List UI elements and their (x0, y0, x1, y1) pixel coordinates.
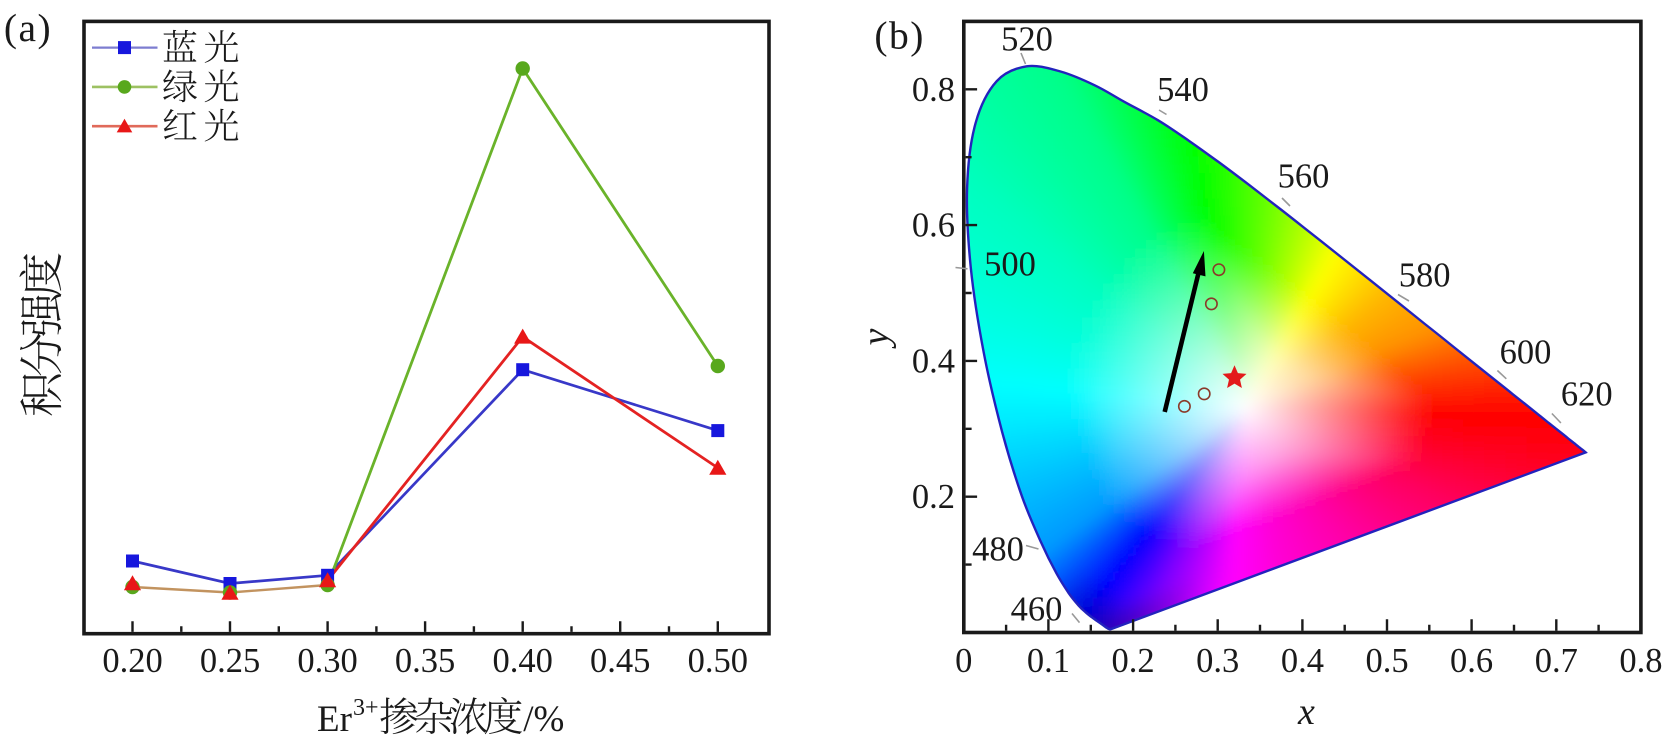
svg-text:0.45: 0.45 (590, 642, 650, 680)
svg-text:0.40: 0.40 (493, 642, 553, 680)
svg-text:560: 560 (1278, 158, 1330, 196)
svg-text:0.8: 0.8 (1619, 642, 1662, 680)
svg-text:520: 520 (1001, 21, 1053, 59)
svg-text:0.7: 0.7 (1535, 642, 1578, 680)
svg-text:0.2: 0.2 (912, 478, 955, 516)
svg-text:0: 0 (955, 642, 972, 680)
svg-text:0.4: 0.4 (1281, 642, 1324, 680)
svg-text:0.6: 0.6 (912, 207, 955, 245)
svg-text:0.6: 0.6 (1450, 642, 1493, 680)
svg-text:580: 580 (1399, 257, 1451, 295)
svg-text:(b): (b) (874, 14, 925, 58)
svg-text:/%: /% (523, 699, 564, 740)
svg-text:0.8: 0.8 (912, 71, 955, 109)
svg-text:(a): (a) (4, 6, 52, 50)
svg-text:620: 620 (1561, 376, 1613, 414)
svg-text:0.5: 0.5 (1365, 642, 1408, 680)
svg-text:0.1: 0.1 (1027, 642, 1070, 680)
svg-text:y: y (855, 328, 897, 349)
svg-text:0.35: 0.35 (395, 642, 455, 680)
svg-text:x: x (1297, 691, 1315, 733)
svg-text:0.2: 0.2 (1112, 642, 1155, 680)
svg-text:540: 540 (1157, 71, 1209, 109)
svg-text:480: 480 (972, 530, 1024, 568)
svg-text:0.50: 0.50 (688, 642, 748, 680)
svg-text:Er: Er (317, 699, 352, 740)
svg-text:0.4: 0.4 (912, 342, 955, 380)
svg-text:0.25: 0.25 (200, 642, 260, 680)
svg-text:0.20: 0.20 (102, 642, 162, 680)
svg-text:3+: 3+ (353, 695, 379, 721)
svg-text:0.30: 0.30 (297, 642, 357, 680)
svg-text:0.3: 0.3 (1196, 642, 1239, 680)
svg-text:600: 600 (1500, 334, 1552, 372)
svg-text:500: 500 (984, 246, 1036, 284)
svg-text:460: 460 (1011, 591, 1063, 629)
